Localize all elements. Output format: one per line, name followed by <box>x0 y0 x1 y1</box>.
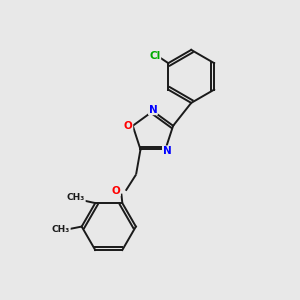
Text: Cl: Cl <box>149 51 161 61</box>
Text: O: O <box>124 121 133 131</box>
Text: CH₃: CH₃ <box>52 225 70 234</box>
Text: O: O <box>112 186 120 196</box>
Text: CH₃: CH₃ <box>67 193 85 202</box>
Text: N: N <box>148 105 157 115</box>
Text: N: N <box>163 146 171 156</box>
